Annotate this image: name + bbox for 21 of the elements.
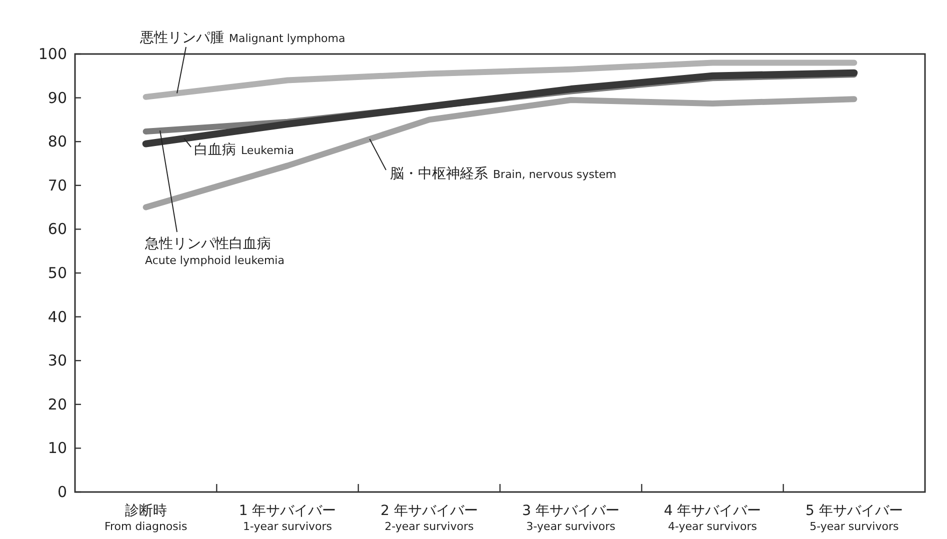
y-tick-label: 80 (48, 132, 67, 151)
x-tick-label: 4 年サバイバー 4-year survivors (664, 503, 762, 533)
x-tick-label: 3 年サバイバー 3-year survivors (522, 503, 620, 533)
x-tick-label: 診断時 From diagnosis (104, 503, 188, 533)
y-tick-label: 40 (48, 308, 67, 326)
text: 悪性リンパ腫 Malignant lymphoma (139, 30, 346, 46)
text: 脳・中枢神経系 Brain, nervous system (390, 166, 616, 182)
x-tick-label: 2 年サバイバー 2-year survivors (380, 503, 478, 533)
y-tick-label: 10 (48, 439, 67, 458)
y-tick-label: 50 (48, 264, 67, 282)
y-tick-label: 100 (38, 45, 67, 63)
x-tick-label: 1 年サバイバー 1-year survivors (238, 503, 336, 533)
y-tick-label: 30 (48, 352, 67, 370)
y-tick-label: 70 (48, 176, 67, 194)
y-tick-label: 90 (48, 88, 67, 107)
x-tick-label: 5 年サバイバー 5-year survivors (805, 503, 903, 533)
y-tick-label: 20 (48, 395, 67, 414)
text: 急性リンパ性白血病 Acute lymphoid leukemia (144, 236, 284, 267)
series-label: 白血病 Leukemia (194, 142, 294, 158)
y-tick-label: 60 (48, 220, 67, 238)
y-tick-label: 0 (57, 483, 67, 501)
